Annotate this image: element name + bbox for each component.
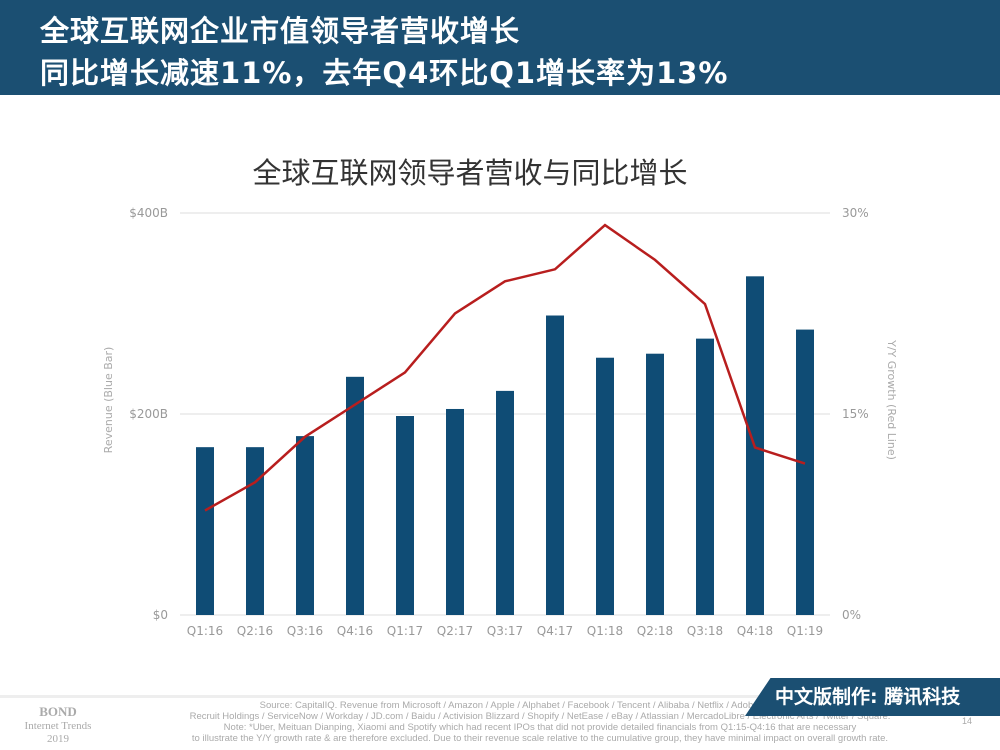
x-tick-label: Q4:18: [737, 624, 773, 638]
x-tick-label: Q3:18: [687, 624, 723, 638]
x-tick-label: Q2:17: [437, 624, 473, 638]
revenue-bar: [396, 416, 414, 615]
revenue-bar: [246, 447, 264, 615]
revenue-bar: [796, 329, 814, 615]
y2-tick-label: 15%: [842, 407, 869, 421]
note-line-1: Note: *Uber, Meituan Dianping, Xiaomi an…: [223, 722, 857, 733]
x-tick-label: Q1:18: [587, 624, 623, 638]
chart-title: 全球互联网领导者营收与同比增长: [252, 156, 687, 190]
revenue-bar: [646, 353, 664, 615]
y-axis-label: Revenue (Blue Bar): [102, 347, 115, 454]
revenue-bar: [596, 357, 614, 615]
x-tick-label: Q1:16: [187, 624, 223, 638]
header-banner: 全球互联网企业市值领导者营收增长 同比增长减速11%，去年Q4环比Q1增长率为1…: [0, 0, 1000, 95]
source-line-1: Source: CapitalIQ. Revenue from Microsof…: [259, 700, 821, 711]
footer-divider: [0, 695, 1000, 698]
bond-name: BOND: [39, 704, 77, 719]
y-tick-label: $0: [153, 608, 168, 622]
revenue-bar: [346, 376, 364, 615]
source-note: Source: CapitalIQ. Revenue from Microsof…: [175, 700, 905, 744]
revenue-bar: [446, 408, 464, 615]
growth-line: [204, 223, 806, 512]
x-tick-label: Q4:17: [537, 624, 573, 638]
headline: 全球互联网企业市值领导者营收增长: [40, 14, 521, 48]
y2-tick-label: 30%: [842, 206, 869, 220]
tencent-badge: 中文版制作: 腾讯科技: [745, 678, 1000, 716]
y2-tick-label: 0%: [842, 608, 861, 622]
revenue-bar: [496, 390, 514, 615]
revenue-bar: [546, 315, 564, 615]
bond-logo: BOND Internet Trends 2019: [18, 705, 98, 746]
note-line-2: to illustrate the Y/Y growth rate & are …: [191, 733, 889, 744]
revenue-bar: [696, 338, 714, 615]
x-tick-label: Q3:16: [287, 624, 323, 638]
x-tick-label: Q2:18: [637, 624, 673, 638]
x-tick-label: Q3:17: [487, 624, 523, 638]
subheadline: 同比增长减速11%，去年Q4环比Q1增长率为13%: [40, 56, 729, 90]
x-tick-label: Q1:17: [387, 624, 423, 638]
x-tick-label: Q1:19: [787, 624, 823, 638]
bond-trends: Internet Trends: [24, 720, 92, 732]
revenue-bar: [296, 436, 314, 615]
revenue-bar: [196, 447, 214, 615]
x-tick-label: Q2:16: [237, 624, 273, 638]
page-number: 14: [962, 716, 973, 726]
y-tick-label: $200B: [129, 407, 168, 421]
y2-axis-label: Y/Y Growth (Red Line): [885, 339, 898, 460]
source-line-2: Recruit Holdings / ServiceNow / Workday …: [189, 711, 891, 722]
bond-year: 2019: [47, 733, 69, 745]
x-tick-label: Q4:16: [337, 624, 373, 638]
y-tick-label: $400B: [129, 206, 168, 220]
